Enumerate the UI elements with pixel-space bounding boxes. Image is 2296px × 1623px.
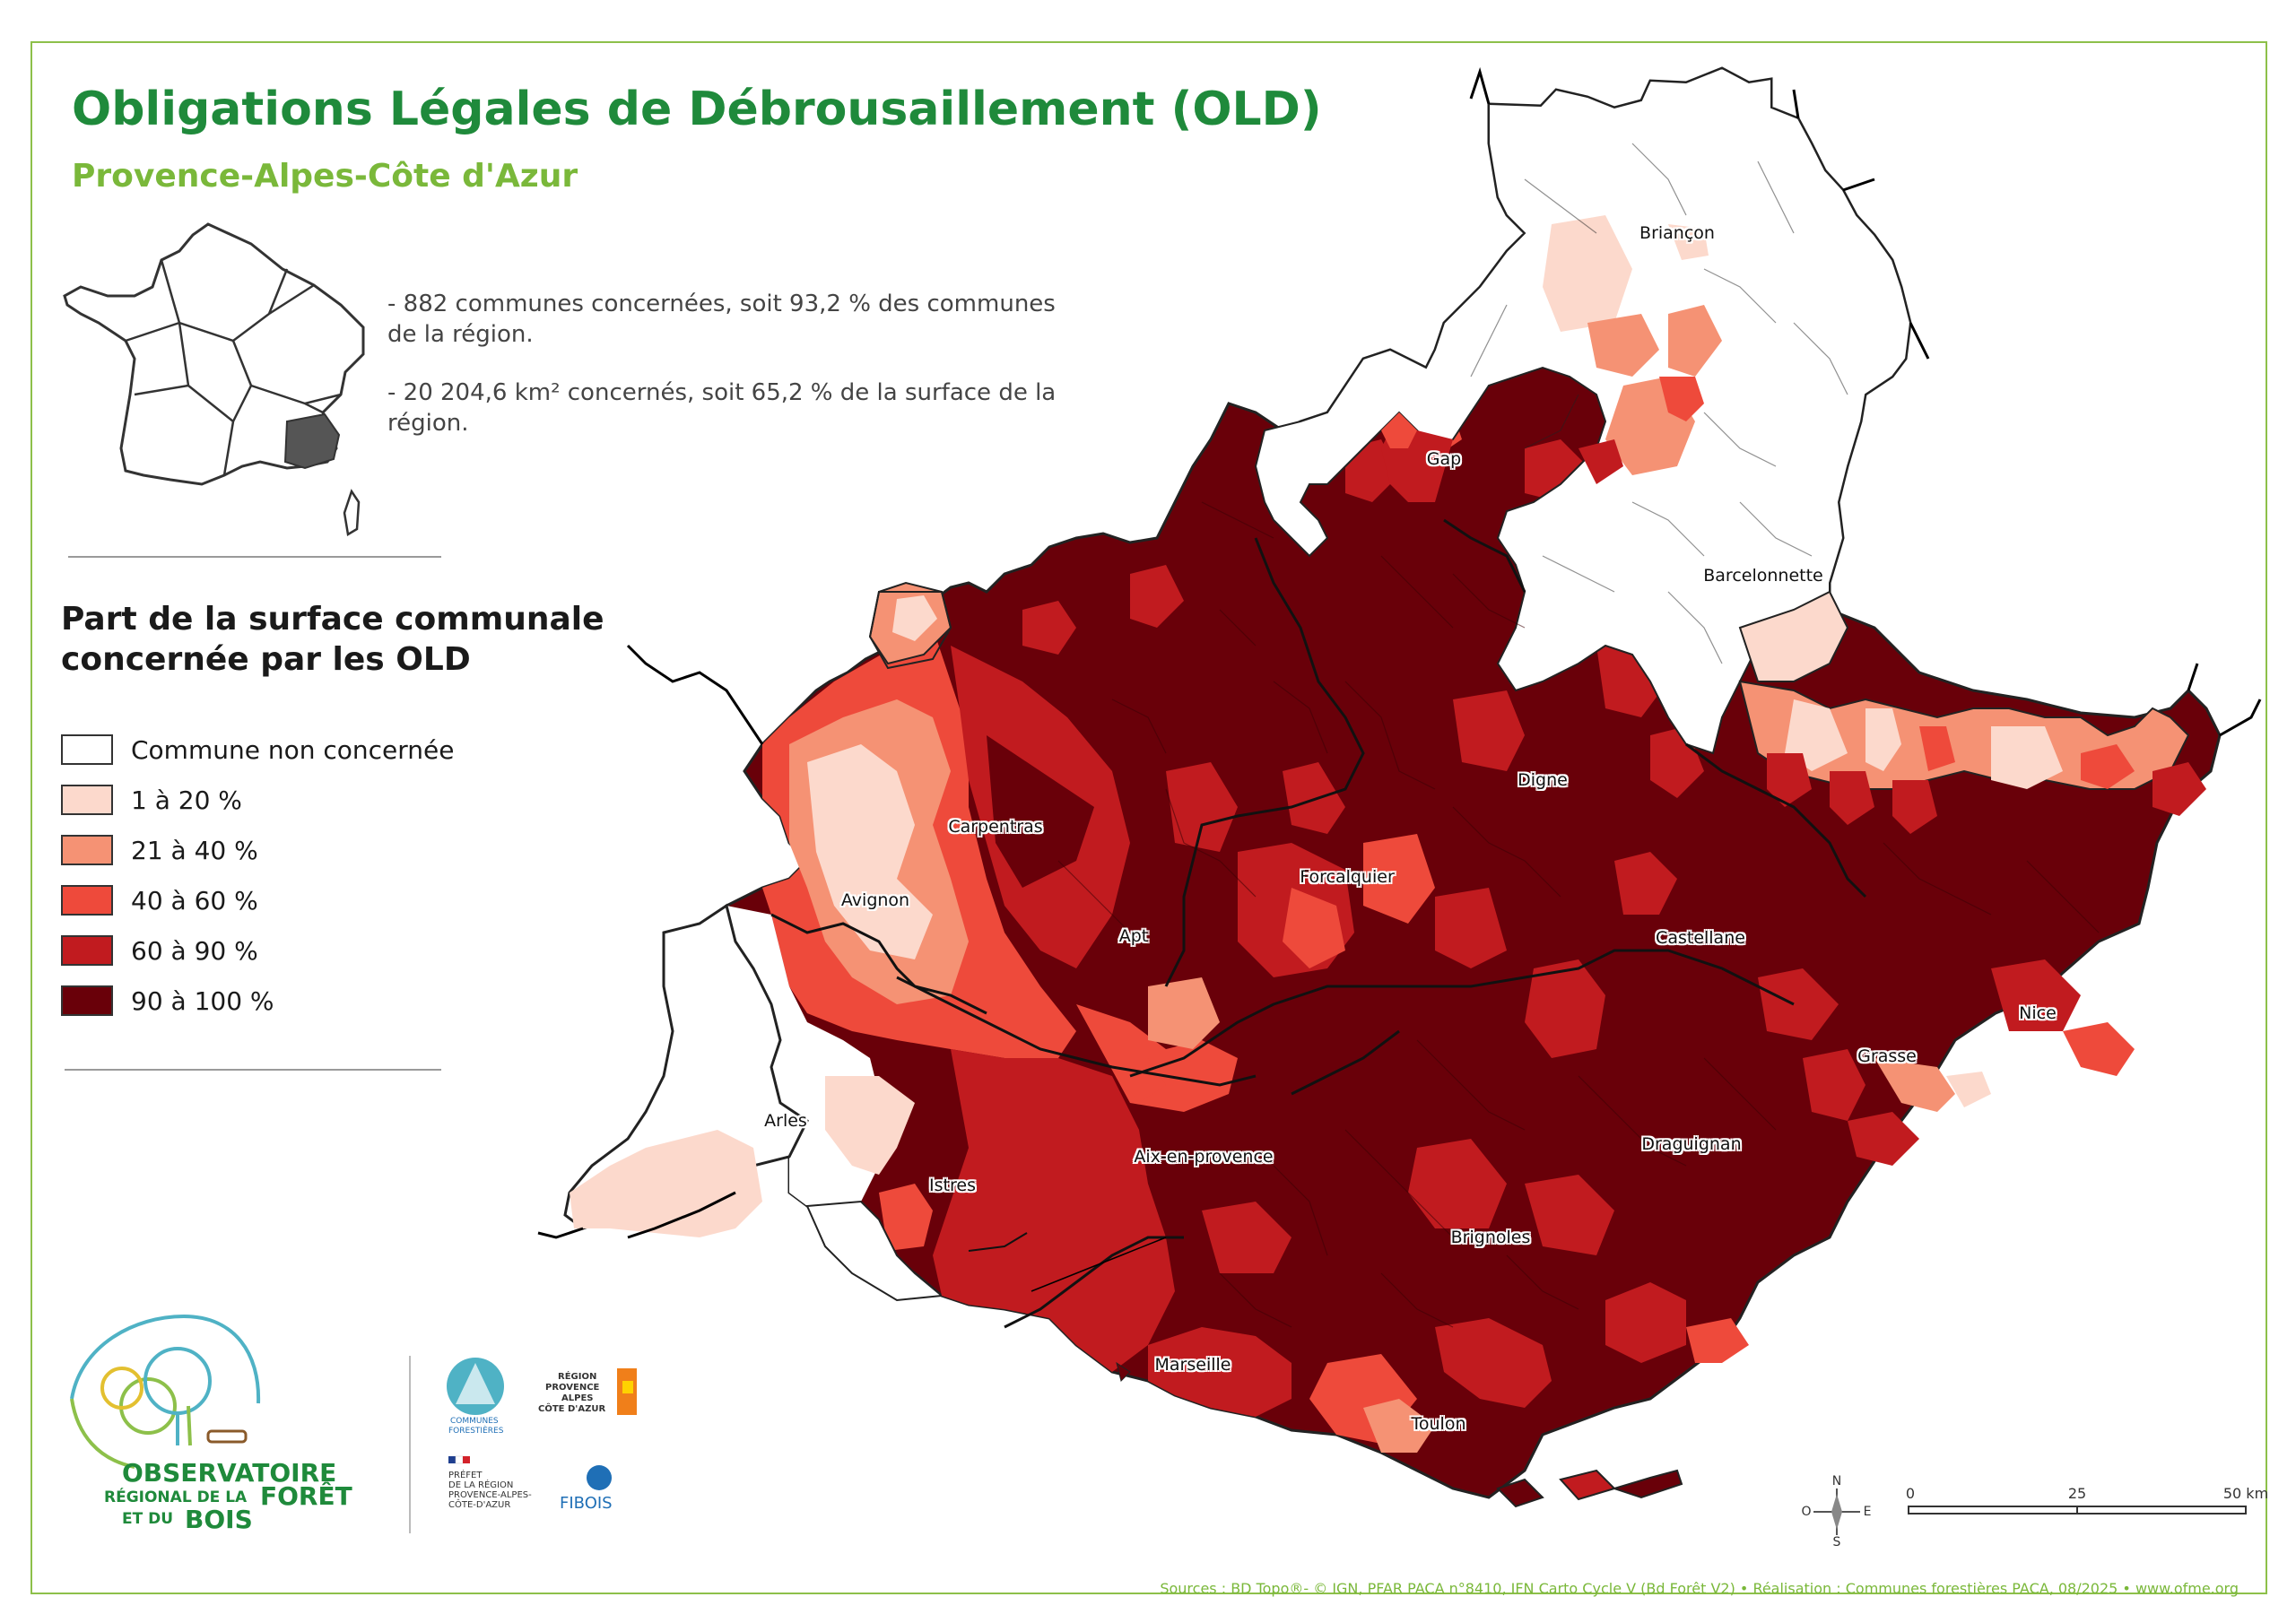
legend-swatch	[61, 985, 113, 1016]
ofb-line1: OBSERVATOIRE	[122, 1458, 337, 1488]
city-label-digne: Digne	[1518, 770, 1568, 790]
logo-divider	[409, 1356, 411, 1533]
city-label-briancon: Briançon	[1639, 223, 1715, 243]
legend-swatch	[61, 785, 113, 815]
legend-title-line1: Part de la surface communale	[61, 601, 604, 638]
fibois-logo	[587, 1465, 612, 1490]
map-frame	[30, 41, 2267, 1594]
divider-lower	[65, 1069, 441, 1071]
city-label-apt: Apt	[1118, 926, 1149, 946]
city-label-aix-en-provence: Aix-en-provence	[1134, 1147, 1274, 1167]
region-paca-logo	[617, 1368, 637, 1415]
sources-footer: Sources : BD Topo®- © IGN, PFAR PACA n°8…	[1160, 1580, 2239, 1597]
region-line3: ALPES	[561, 1393, 594, 1403]
city-label-istres: Istres	[929, 1176, 976, 1195]
scale-label-25: 25	[2067, 1485, 2087, 1502]
prefet-line3: PROVENCE-ALPES-	[448, 1490, 532, 1500]
map-subtitle: Provence-Alpes-Côte d'Azur	[72, 158, 578, 195]
legend-label: 21 à 40 %	[131, 835, 258, 865]
city-label-gap: Gap	[1426, 449, 1462, 469]
legend-title: Part de la surface communale concernée p…	[61, 599, 604, 680]
compass-s: S	[1832, 1535, 1841, 1549]
compass-o: O	[1801, 1505, 1812, 1519]
ofb-line3b: BOIS	[185, 1505, 253, 1534]
city-label-barcelonnette: Barcelonnette	[1703, 566, 1823, 586]
compass-n: N	[1831, 1474, 1842, 1488]
legend-label: Commune non concernée	[131, 734, 455, 765]
prefet-line4: CÔTE-D'AZUR	[448, 1500, 511, 1510]
prefet-line2: DE LA RÉGION	[448, 1480, 514, 1490]
ofb-line2b: FORÊT	[260, 1481, 352, 1511]
city-label-carpentras: Carpentras	[948, 817, 1043, 837]
region-line1: RÉGION	[558, 1372, 597, 1382]
legend-label: 1 à 20 %	[131, 785, 242, 815]
communes-line1: COMMUNES	[450, 1417, 499, 1426]
observatoire-logo	[70, 1314, 261, 1469]
legend-item-non-concernee: Commune non concernée	[61, 732, 455, 768]
legend-label: 60 à 90 %	[131, 935, 258, 966]
region-line2: PROVENCE	[545, 1383, 600, 1393]
city-label-toulon: Toulon	[1411, 1414, 1466, 1434]
city-label-avignon: Avignon	[840, 890, 910, 910]
prefet-logo	[448, 1455, 470, 1464]
legend-label: 90 à 100 %	[131, 985, 274, 1016]
compass-e: E	[1863, 1505, 1872, 1519]
scale-label-50: 50 km	[2222, 1485, 2269, 1502]
ofb-line3a: ET DU	[122, 1510, 174, 1528]
prefet-line1: PRÉFET	[448, 1471, 483, 1480]
stat-communes: - 882 communes concernées, soit 93,2 % d…	[387, 291, 1056, 348]
legend-swatch	[61, 835, 113, 865]
city-label-arles: Arles	[764, 1111, 807, 1131]
legend-swatch	[61, 935, 113, 966]
france-inset-map	[63, 222, 365, 537]
city-label-nice: Nice	[2019, 1003, 2057, 1023]
legend-swatch	[61, 734, 113, 765]
communes-line2: FORESTIÈRES	[448, 1427, 504, 1436]
legend-item-60-90: 60 à 90 %	[61, 933, 258, 968]
legend-title-line2: concernée par les OLD	[61, 641, 471, 678]
fibois-text: FIBOIS	[560, 1494, 613, 1513]
city-label-castellane: Castellane	[1656, 928, 1745, 948]
legend-label: 40 à 60 %	[131, 885, 258, 916]
map-title: Obligations Légales de Débrousaillement …	[72, 82, 1322, 136]
paca-region-map	[537, 66, 2262, 1508]
city-label-marseille: Marseille	[1154, 1355, 1231, 1375]
city-label-grasse: Grasse	[1857, 1046, 1917, 1066]
legend-item-40-60: 40 à 60 %	[61, 882, 258, 918]
communes-forestieres-logo	[447, 1358, 504, 1415]
city-label-draguignan: Draguignan	[1641, 1134, 1742, 1154]
region-line4: CÔTE D'AZUR	[538, 1404, 606, 1414]
ofb-line2a: RÉGIONAL DE LA	[104, 1488, 248, 1506]
legend-item-90-100: 90 à 100 %	[61, 983, 274, 1019]
scale-label-0: 0	[1905, 1485, 1916, 1502]
scale-bar	[1908, 1506, 2247, 1515]
legend-item-21-40: 21 à 40 %	[61, 832, 258, 868]
compass-rose	[1813, 1488, 1860, 1535]
legend-item-1-20: 1 à 20 %	[61, 782, 242, 818]
city-label-brignoles: Brignoles	[1450, 1228, 1531, 1247]
stat-surface: - 20 204,6 km² concernés, soit 65,2 % de…	[387, 379, 1057, 437]
city-label-forcalquier: Forcalquier	[1300, 867, 1395, 887]
stats-text: - 882 communes concernées, soit 93,2 % d…	[387, 289, 1069, 466]
legend-swatch	[61, 885, 113, 916]
divider-upper	[68, 556, 441, 558]
